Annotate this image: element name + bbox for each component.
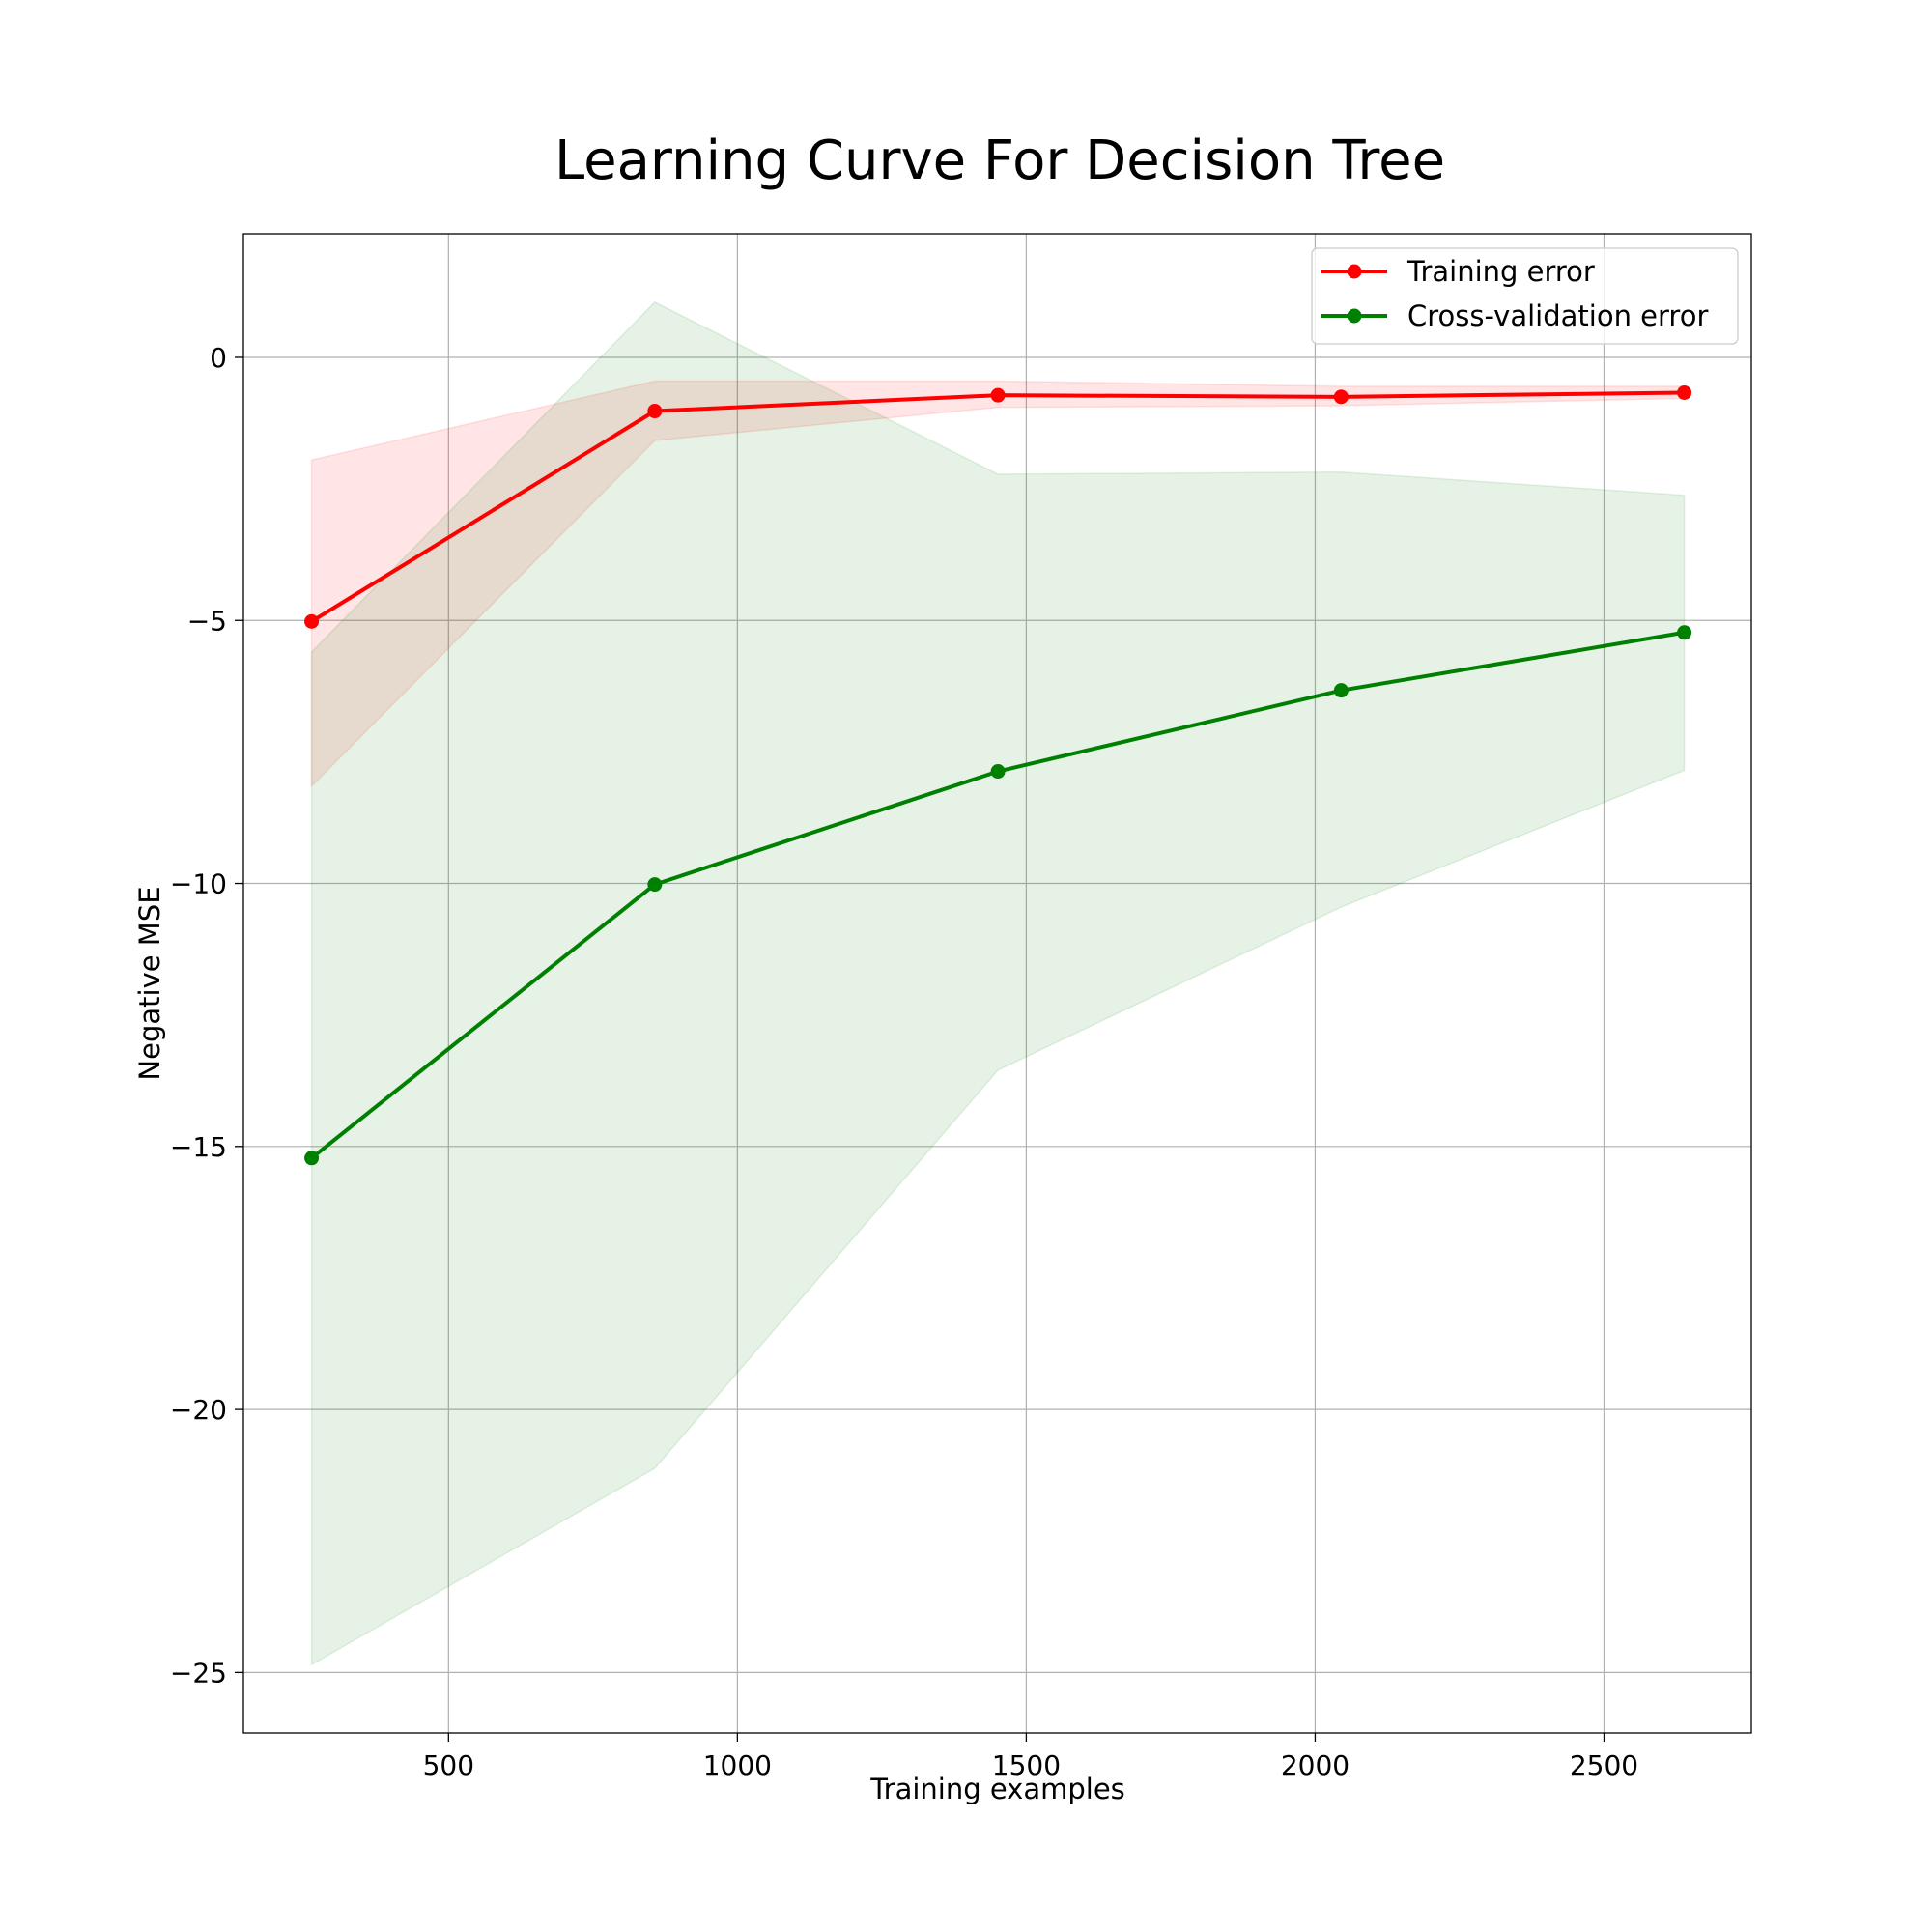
legend-label-training-error: Training error [1406, 255, 1595, 288]
y-tick-label--10: −10 [170, 868, 227, 900]
y-tick-label--5: −5 [187, 605, 227, 637]
x-tick-label-2000: 2000 [1281, 1749, 1350, 1781]
point-training-error-0 [304, 613, 320, 629]
grid [243, 234, 1751, 1733]
legend-label-cross-validation-error: Cross-validation error [1407, 299, 1708, 332]
point-training-error-4 [1677, 384, 1692, 400]
x-axis-label: Training examples [869, 1773, 1125, 1805]
point-training-error-3 [1333, 389, 1349, 405]
point-cross-validation-error-4 [1677, 625, 1692, 640]
legend: Training error Cross-validation error [1311, 247, 1739, 345]
chart-title: Learning Curve For Decision Tree [554, 129, 1445, 192]
legend-marker-training-error [1347, 264, 1362, 279]
point-cross-validation-error-1 [647, 877, 663, 893]
band-cross-validation-error [310, 300, 1686, 1666]
y-tick-label--20: −20 [170, 1394, 227, 1426]
point-cross-validation-error-2 [990, 764, 1006, 780]
legend-box [1311, 247, 1739, 345]
x-tick-label-1000: 1000 [703, 1749, 772, 1781]
plot-area-frame [242, 233, 1752, 1734]
y-tick-label-0: 0 [210, 342, 227, 374]
point-cross-validation-error-0 [304, 1151, 320, 1166]
axis-ticks: 500 1000 1500 2000 2500 0 −5 −10 −15 −20 −25 [170, 342, 1638, 1781]
legend-marker-cross-validation-error [1347, 308, 1362, 324]
point-training-error-2 [990, 387, 1006, 403]
point-training-error-1 [647, 404, 663, 419]
point-cross-validation-error-3 [1333, 683, 1349, 698]
x-tick-label-500: 500 [423, 1749, 474, 1781]
y-tick-label--25: −25 [170, 1657, 227, 1689]
series-markers [304, 384, 1692, 1166]
x-tick-label-2500: 2500 [1570, 1749, 1638, 1781]
y-tick-label--15: −15 [170, 1131, 227, 1163]
x-tick-label-1500: 1500 [992, 1749, 1061, 1781]
y-axis-label: Negative MSE [133, 886, 166, 1080]
